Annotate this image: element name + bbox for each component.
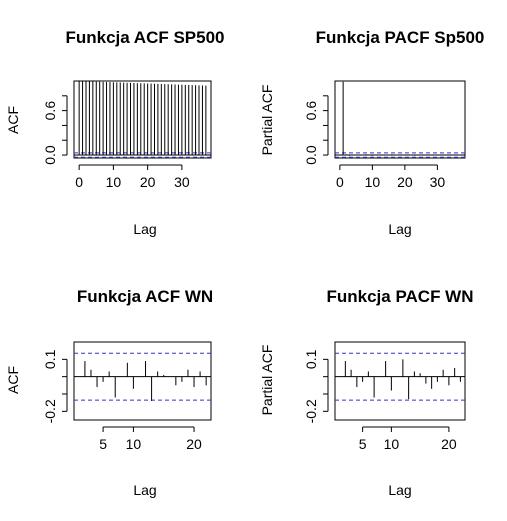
x-tick-label: 30: [174, 174, 190, 190]
y-axis-label: ACF: [5, 366, 21, 394]
panel-title: Funkcja ACF SP500: [65, 28, 224, 47]
y-tick-label: 0.1: [303, 349, 319, 369]
plot-area: 0.0 0.6 0 10 20 30: [42, 80, 212, 190]
y-tick-label: -0.2: [303, 399, 319, 423]
x-tick-label: 20: [397, 174, 413, 190]
x-axis-label: Lag: [388, 482, 411, 498]
x-tick-label: 10: [365, 174, 381, 190]
y-axis-label: ACF: [5, 106, 21, 134]
x-tick-label: 20: [441, 436, 457, 452]
x-tick-label: 10: [384, 436, 400, 452]
x-axis-label: Lag: [133, 221, 156, 237]
y-tick-label: 0.0: [303, 145, 319, 165]
y-tick-label: 0.0: [42, 145, 58, 165]
plot-frame: [334, 80, 466, 159]
x-tick-label: 10: [106, 174, 122, 190]
panel-title: Funkcja PACF WN: [326, 287, 473, 306]
x-tick-label: 10: [126, 436, 142, 452]
x-tick-label: 20: [186, 436, 202, 452]
panel-pacf-wn: Funkcja PACF WN Lag Partial ACF 0.1 -0.2 5…: [259, 287, 474, 498]
panel-title: Funkcja PACF Sp500: [316, 28, 485, 47]
x-axis-label: Lag: [388, 221, 411, 237]
y-tick-label: 0.6: [303, 101, 319, 121]
y-tick-label: -0.2: [42, 399, 58, 423]
y-tick-label: 0.6: [42, 101, 58, 121]
x-tick-label: 20: [140, 174, 156, 190]
x-tick-label: 5: [99, 436, 107, 452]
x-tick-label: 0: [336, 174, 344, 190]
panel-acf-sp500: Funkcja ACF SP500 Lag ACF 0.0 0.6 0 10 20 30: [5, 28, 225, 237]
y-tick-label: 0.1: [42, 349, 58, 369]
plot-area: 0.0 0.6 0 10 20 30: [303, 80, 466, 190]
panel-pacf-sp500: Funkcja PACF Sp500 Lag Partial ACF 0.00.…: [259, 28, 484, 237]
x-axis-label: Lag: [133, 482, 156, 498]
plot-frame: [334, 341, 466, 421]
plot-area: 0.1 -0.2 5 10 20: [303, 341, 466, 452]
plot-frame: [73, 80, 212, 159]
y-axis-label: Partial ACF: [259, 345, 275, 416]
x-tick-label: 5: [359, 436, 367, 452]
plot-frame: [73, 341, 212, 421]
x-tick-label: 30: [430, 174, 446, 190]
plot-area: 0.1 -0.2 5 10 20: [42, 341, 212, 452]
y-axis-label: Partial ACF: [259, 85, 275, 156]
x-tick-label: 0: [75, 174, 83, 190]
panel-acf-wn: Funkcja ACF WN Lag ACF 0.1 -0.2 5 10 20: [5, 287, 213, 498]
panel-title: Funkcja ACF WN: [77, 287, 213, 306]
